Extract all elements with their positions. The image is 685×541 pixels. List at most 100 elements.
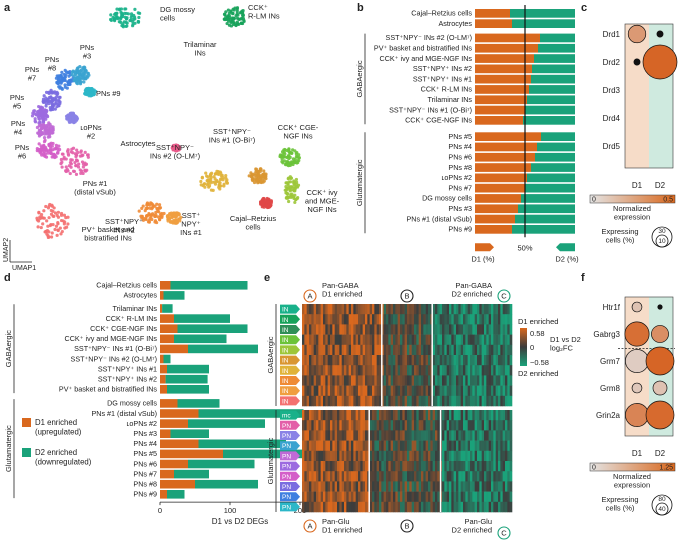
heat-cell <box>465 385 468 397</box>
heat-cell <box>456 430 459 441</box>
bar-d1 <box>160 364 167 374</box>
heat-cell <box>470 365 473 376</box>
heat-cell <box>507 430 510 441</box>
bar-d1 <box>475 214 515 224</box>
heat-cell <box>348 430 352 441</box>
expression-dot <box>645 400 675 430</box>
heat-cell <box>309 501 312 513</box>
heat-cell <box>493 375 496 386</box>
heat-cell <box>472 375 475 386</box>
heat-cell <box>423 461 426 472</box>
heat-cell <box>360 501 363 513</box>
umap-cluster-label: PNs #3 <box>80 43 94 61</box>
heat-cell <box>458 375 461 386</box>
heat-cell <box>369 344 373 356</box>
heat-cell <box>320 334 324 346</box>
heat-cell <box>414 501 417 513</box>
heat-cell <box>477 375 480 386</box>
umap-point <box>119 7 124 11</box>
heat-cell <box>502 450 506 462</box>
heat-cell <box>318 420 321 431</box>
heat-cell <box>414 355 417 366</box>
heat-cell <box>404 420 408 431</box>
heat-cell <box>353 420 356 431</box>
heat-cell <box>306 375 310 386</box>
umap-cluster-label: PV⁺ basket and bistratified INs <box>82 225 135 243</box>
heat-cell <box>460 491 464 503</box>
heat-cell <box>339 420 342 431</box>
heat-cell <box>355 440 359 452</box>
heat-cell <box>407 461 410 472</box>
heat-cell <box>411 314 415 325</box>
heat-cell <box>330 314 333 325</box>
heat-cell <box>320 501 324 513</box>
heat-cell <box>498 334 501 346</box>
heat-cell <box>383 410 387 421</box>
row-tag-label: PN <box>282 504 291 511</box>
heat-cell <box>360 395 363 407</box>
umap-point <box>156 215 160 219</box>
heat-cell <box>446 471 450 482</box>
colorbar <box>520 328 527 366</box>
heat-cell <box>346 344 349 356</box>
heat-cell <box>432 430 436 441</box>
heat-cell <box>414 375 417 386</box>
heat-cell <box>390 491 394 503</box>
heat-cell <box>358 395 361 407</box>
heat-cell <box>409 375 412 386</box>
heat-cell <box>507 365 510 376</box>
heat-cell <box>367 365 370 376</box>
colorbar-label: Normalized expression <box>613 472 651 490</box>
heat-cell <box>421 324 424 335</box>
umap-point <box>63 78 67 83</box>
heat-cell <box>381 430 384 441</box>
heat-cell <box>381 314 384 325</box>
heat-cell <box>465 375 468 386</box>
bar-d2 <box>525 105 575 115</box>
heat-cell <box>488 440 492 452</box>
heat-cell <box>491 365 494 376</box>
heat-cell <box>341 410 345 421</box>
heat-cell <box>400 395 403 407</box>
heat-cell <box>442 365 445 376</box>
heat-cell <box>425 471 429 482</box>
heat-cell <box>341 385 345 397</box>
heat-cell <box>481 355 485 366</box>
heat-cell <box>449 395 452 407</box>
heat-cell <box>486 395 489 407</box>
umap-point <box>59 157 63 162</box>
heat-cell <box>362 365 366 376</box>
heat-cell <box>316 314 319 325</box>
heat-cell <box>458 344 461 356</box>
umap-point <box>48 144 52 149</box>
category-label: PNs #6 <box>448 153 472 162</box>
heat-cell <box>339 450 342 462</box>
umap-point <box>216 170 220 174</box>
bar-d1 <box>160 324 178 333</box>
umap-point <box>128 18 132 23</box>
heat-cell <box>416 355 419 366</box>
row-tag <box>280 335 300 345</box>
heat-cell <box>400 304 403 315</box>
heat-cell <box>472 365 475 376</box>
heat-cell <box>458 430 461 441</box>
umap-point <box>209 175 213 180</box>
heat-cell <box>316 471 319 482</box>
heat-cell <box>470 420 473 431</box>
umap-point <box>86 155 90 159</box>
heat-cell <box>400 365 403 376</box>
heat-cell <box>451 471 454 482</box>
colorbar-min: 0 <box>592 465 596 472</box>
heat-cell <box>372 410 375 421</box>
heat-cell <box>479 334 482 346</box>
heat-cell <box>313 430 317 441</box>
category-label: ʟᴏPNs #2 <box>127 419 157 428</box>
expression-dot <box>652 380 668 396</box>
heat-cell <box>474 461 478 472</box>
size-legend-value: 40 <box>658 506 666 513</box>
heat-cell <box>360 324 363 335</box>
heat-cell <box>397 385 401 397</box>
heat-cell <box>463 385 466 397</box>
heat-cell <box>498 481 501 492</box>
heat-cell <box>355 420 359 431</box>
